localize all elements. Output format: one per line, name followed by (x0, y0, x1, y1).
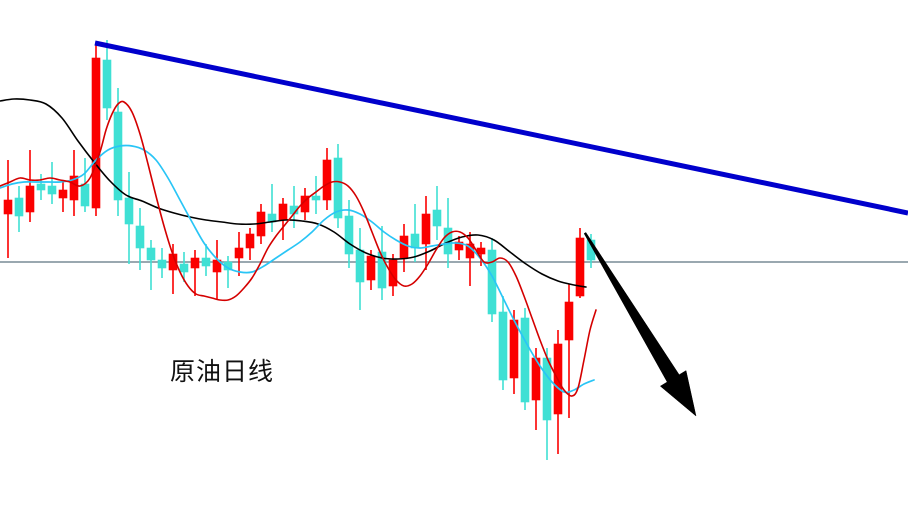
candle-body (234, 247, 244, 259)
candle-body (36, 183, 46, 191)
candle-body (377, 251, 387, 289)
candlestick (223, 256, 233, 288)
candlestick (377, 226, 387, 300)
moving-average-line (0, 144, 595, 394)
candle-body (344, 215, 354, 255)
candle-body (355, 249, 365, 283)
candlestick (157, 248, 167, 278)
candle-body (245, 233, 255, 249)
candle-body (3, 199, 13, 215)
candle-body (91, 57, 101, 209)
candle-body (47, 185, 57, 195)
candlestick (25, 150, 35, 222)
resistance-trendline (94, 40, 908, 216)
candle-body (498, 311, 508, 381)
candle-body (322, 159, 332, 201)
candlestick (311, 176, 321, 214)
candlestick (201, 244, 211, 276)
candlestick (124, 172, 134, 264)
candle-body (25, 185, 35, 213)
candlestick (531, 348, 541, 430)
arrow-shape (583, 232, 697, 417)
candlestick (432, 186, 442, 240)
candle-body (388, 259, 398, 287)
candle-body (454, 241, 464, 251)
candle-body (124, 197, 134, 225)
candle-body (113, 111, 123, 201)
candle-body (366, 255, 376, 281)
candlestick (14, 186, 24, 232)
candlestick (69, 150, 79, 216)
candle-body (14, 197, 24, 217)
candlestick (289, 186, 299, 228)
candle-body (410, 233, 420, 249)
candle-body (58, 189, 68, 199)
candlestick (36, 174, 46, 200)
candle-body (157, 259, 167, 269)
candlestick (234, 232, 244, 276)
candle-body (179, 263, 189, 273)
chart-title-label: 原油日线 (170, 357, 275, 386)
candle-body (399, 235, 409, 259)
bearish-projection-arrow (583, 232, 697, 417)
candlestick (355, 228, 365, 310)
candle-body (432, 209, 442, 227)
candle-body (509, 319, 519, 379)
candle-body (575, 237, 585, 297)
moving-average-lines (0, 98, 597, 397)
candle-body (69, 175, 79, 201)
candlestick (212, 240, 222, 300)
candlestick (366, 250, 376, 290)
candlestick (58, 180, 68, 212)
candlestick (553, 330, 563, 454)
candlestick (102, 40, 112, 120)
candlestick (333, 144, 343, 228)
candle-body (190, 257, 200, 269)
candlestick (179, 252, 189, 282)
candlestick (135, 208, 145, 270)
candlestick (421, 196, 431, 270)
candlestick (322, 148, 332, 210)
candlestick (190, 250, 200, 296)
candle-body (311, 195, 321, 201)
candlestick (344, 200, 354, 268)
candle-body (421, 213, 431, 245)
candle-body (278, 203, 288, 221)
candlestick (146, 240, 156, 290)
candle-body (542, 357, 552, 421)
candle-body (333, 157, 343, 219)
candlestick (267, 184, 277, 232)
candlestick (509, 310, 519, 394)
candlestick (278, 198, 288, 240)
candlestick (564, 284, 574, 418)
candlestick (91, 44, 101, 216)
candlestick (520, 308, 530, 410)
moving-average-line (0, 100, 597, 397)
candlestick (498, 296, 508, 390)
candle-body (146, 247, 156, 261)
candlestick (454, 236, 464, 260)
candle-body (531, 357, 541, 401)
candlestick (575, 228, 585, 298)
candle-body (201, 257, 211, 267)
candlestick (399, 224, 409, 272)
candlestick (3, 160, 13, 258)
candle-body (102, 59, 112, 109)
candle-body (80, 183, 90, 207)
candlestick (47, 162, 57, 204)
trendline-segment (94, 40, 908, 216)
candle-body (564, 301, 574, 341)
candlestick (113, 88, 123, 216)
candlestick (245, 228, 255, 260)
candlestick (410, 204, 420, 262)
candle-body (135, 225, 145, 249)
candlestick (168, 244, 178, 294)
candle-body (520, 317, 530, 403)
